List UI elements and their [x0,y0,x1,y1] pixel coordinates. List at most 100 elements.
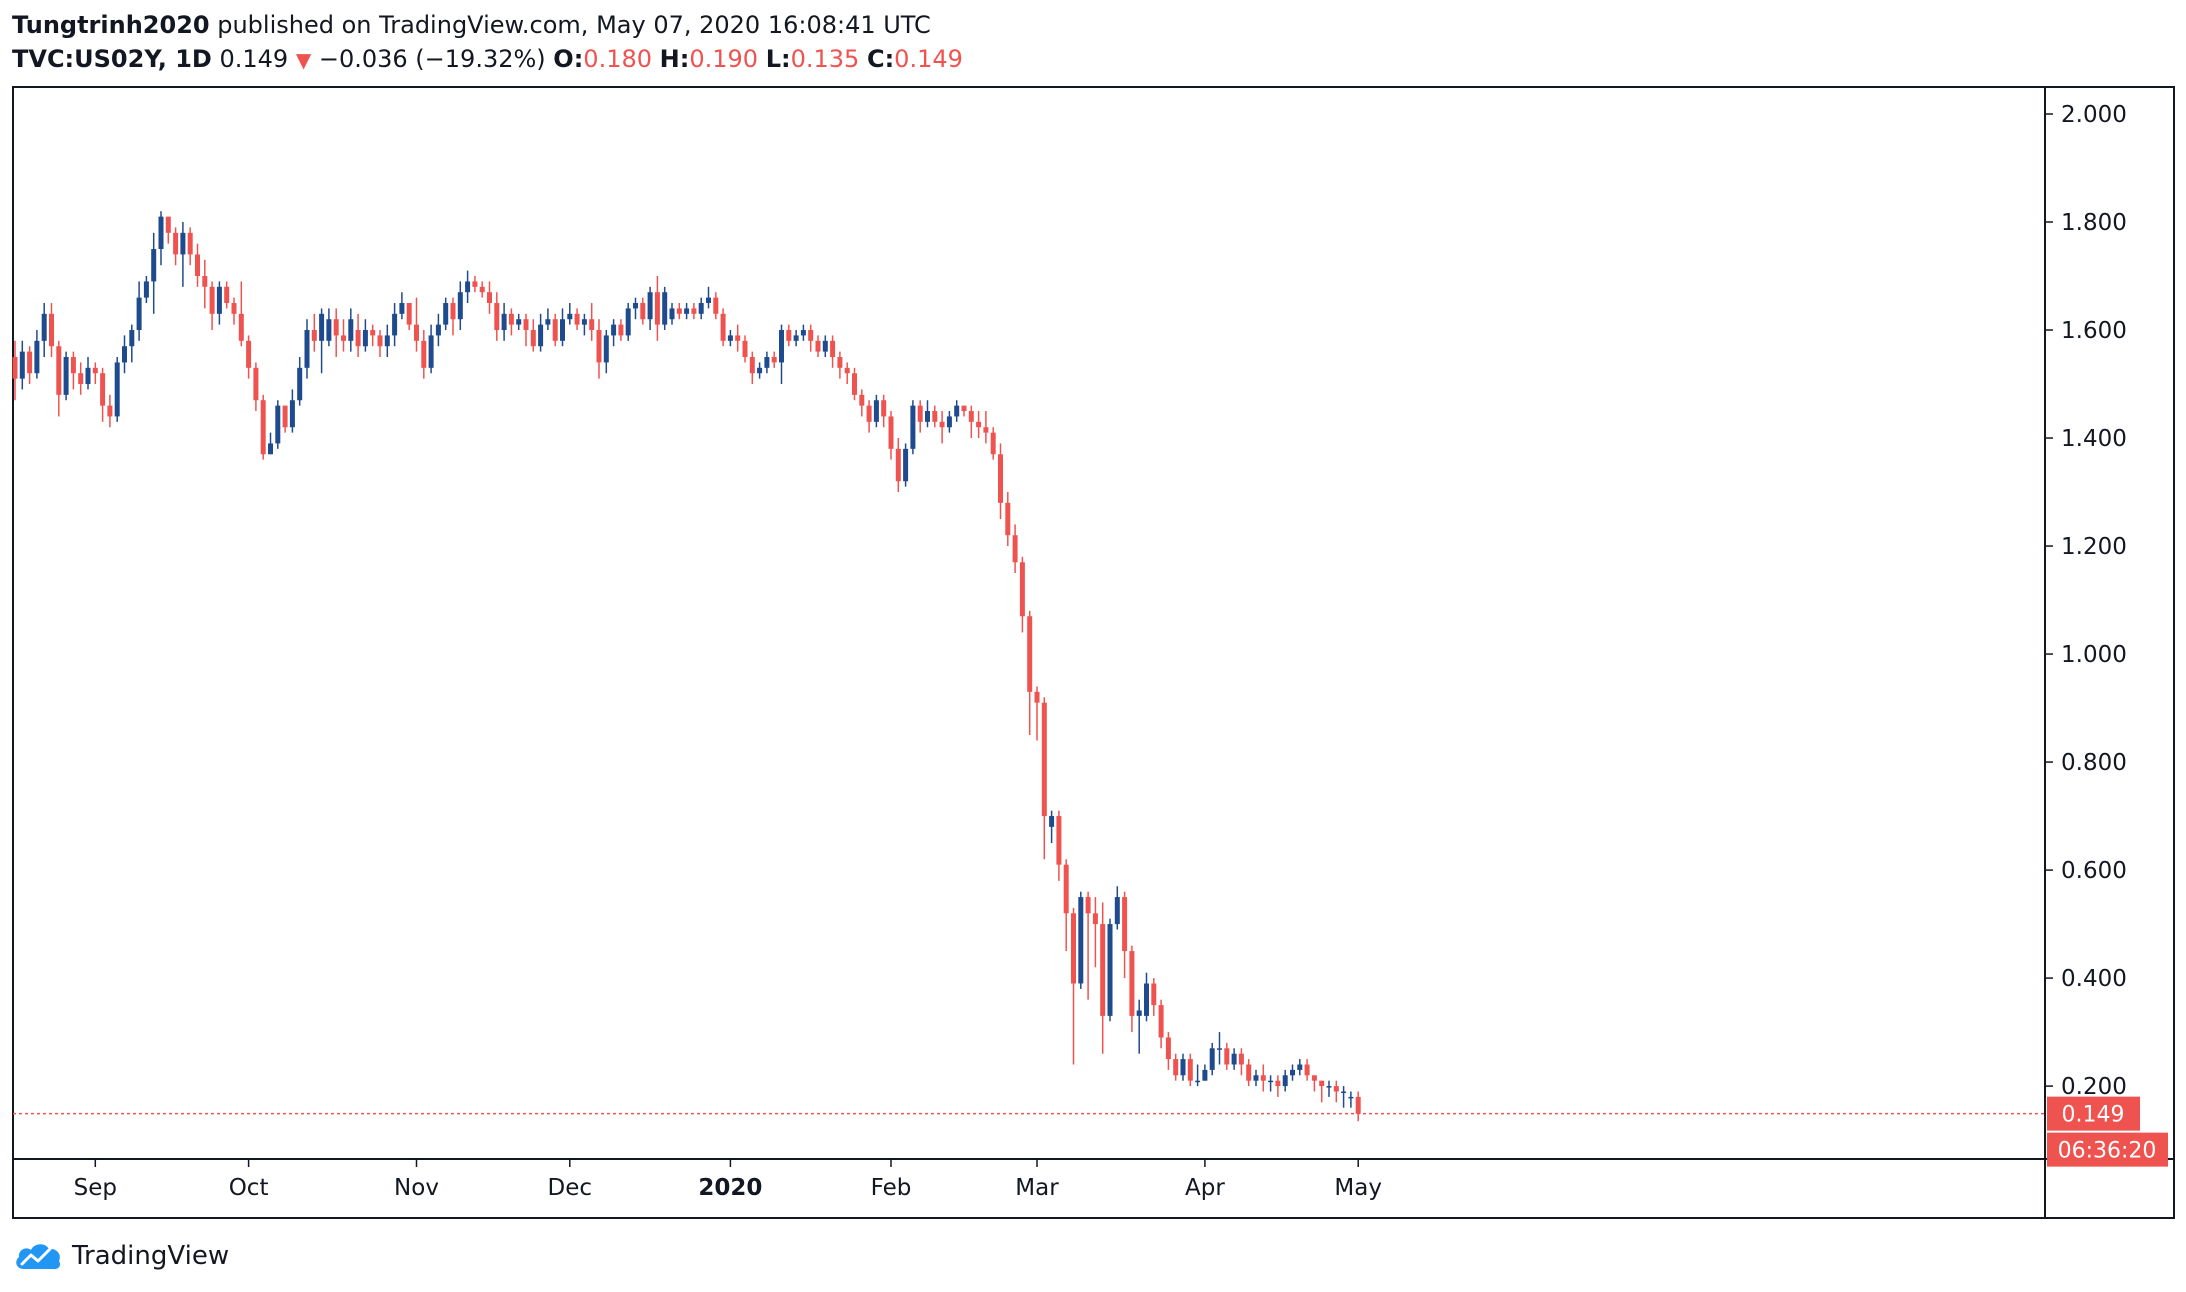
candle [1260,1064,1266,1092]
time-tick-label: Sep [74,1175,117,1201]
candle-body [428,335,434,368]
candle-body [421,340,427,368]
candle [567,303,573,325]
candle [976,411,982,439]
candle-body [1304,1064,1310,1076]
candle [713,292,719,320]
candle-body [990,432,996,455]
candle [479,281,485,298]
candle [1078,891,1084,989]
candle-body [976,421,982,428]
candle [742,335,748,363]
candle-body [406,303,412,325]
price-tick-label: 0.400 [2061,966,2127,992]
candle-body [238,313,244,341]
candle [618,319,624,341]
candle [231,297,237,325]
chart-container[interactable]: 2.000 1.800 1.600 1.400 1.200 1.000 0.800 0.600… [12,86,2175,1219]
candle-body [268,443,273,455]
candle [1041,697,1047,860]
candle-body [1268,1080,1274,1083]
last-price: 0.149 [219,45,289,73]
candle [238,281,244,347]
candle-body [289,400,295,428]
candle-body [742,340,748,358]
candlestick-chart[interactable]: 2.000 1.800 1.600 1.400 1.200 1.000 0.800 0.600… [12,86,2175,1219]
candle [822,335,828,358]
candle-body [852,373,857,395]
candle-body [691,308,697,314]
candle [362,319,368,352]
candle [545,308,551,331]
candle [216,281,222,325]
candle-body [494,303,500,331]
candle-body [603,335,609,363]
candle [1195,1064,1201,1087]
candle-body [114,362,120,417]
candle-body [925,411,930,422]
candle-body [654,292,660,325]
candle-body [355,330,361,347]
time-tick-label: Apr [1185,1175,1225,1201]
candle [70,351,76,390]
candle [1333,1080,1339,1103]
candle-body [362,330,368,347]
chart-frame [12,86,2175,1219]
candle [414,297,419,352]
candle-body [487,292,492,304]
candle [384,324,390,358]
candle-body [1071,913,1076,984]
candle [34,330,40,379]
candle [1282,1069,1288,1092]
candle [501,303,507,341]
candle-body [100,373,106,406]
candle-body [939,421,945,428]
candle-body [808,330,814,341]
candle [684,303,690,320]
close-value: 0.149 [894,45,963,73]
candle-body [1136,1010,1142,1016]
candle-body [63,357,69,395]
candle-body [180,232,186,255]
candle-body [1034,691,1040,703]
candle-body [1129,951,1135,1016]
candle [662,286,668,331]
triangle-down-icon: ▼ [295,48,312,72]
tradingview-brand[interactable]: TradingView [12,1236,229,1276]
candle-body [384,335,390,347]
candle [516,313,522,331]
candle-body [538,324,544,347]
candle-body [377,335,383,347]
candle [830,335,836,368]
price-tick-label: 1.000 [2061,642,2127,668]
candle-body [501,313,507,331]
candle-body [319,313,325,341]
candle-body [246,340,252,368]
candle-body [49,313,54,347]
candle-body [1297,1064,1303,1070]
time-tick-label: May [1334,1175,1382,1201]
candle-body [873,400,879,422]
price-axis[interactable]: 2.000 1.800 1.600 1.400 1.200 1.000 0.800 0.600… [2045,102,2127,1100]
symbol-label[interactable]: TVC:US02Y, 1D [12,45,212,73]
candle [12,340,18,401]
candle [1246,1059,1252,1087]
candle [1202,1064,1208,1081]
candle [195,243,200,287]
candle-body [195,254,200,277]
candle [158,211,164,266]
candle [100,367,106,422]
candle [209,281,215,331]
candle-body [1238,1053,1244,1065]
tradingview-cloud-icon [16,1244,61,1270]
candle-body [41,313,47,341]
candle [881,394,887,428]
candle [581,313,587,336]
candle [421,330,427,379]
candle [370,324,376,347]
author-name[interactable]: Tungtrinh2020 [12,11,210,39]
time-axis[interactable]: Sep Oct Nov Dec 2020 Feb Mar Apr May [74,1159,1382,1201]
price-tick-label: 1.800 [2061,210,2127,236]
candle [603,330,609,374]
candle [1027,610,1033,736]
